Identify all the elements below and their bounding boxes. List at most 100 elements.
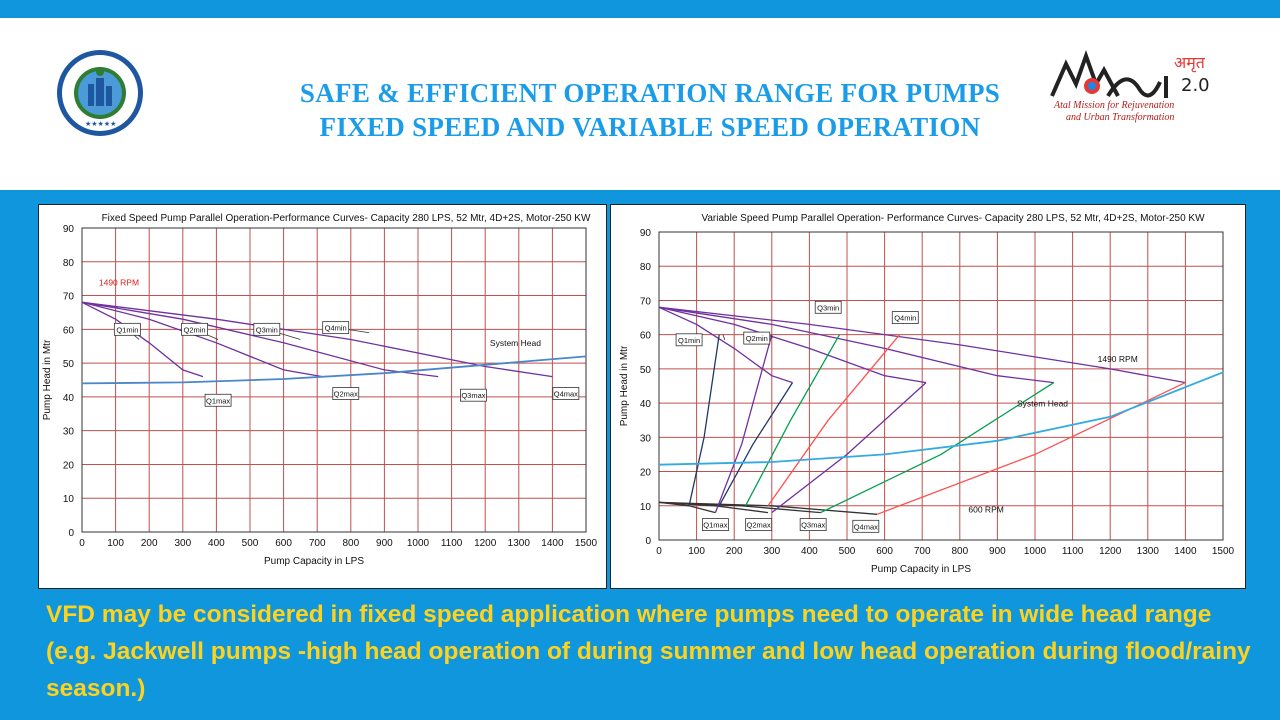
q-label-text: Q2min (746, 334, 768, 343)
plot-area-border (81, 227, 587, 533)
x-tick-label: 200 (141, 538, 158, 549)
x-tick-label: 1500 (575, 538, 598, 549)
q-label-text: Q4max (554, 390, 578, 399)
q-label-box (814, 300, 842, 314)
x-tick-label: 0 (79, 538, 85, 549)
x-tick-label: 100 (107, 538, 124, 549)
series-line (658, 306, 1186, 384)
q-label-text: Q3min (817, 303, 839, 312)
q-label: Q1min (113, 322, 141, 336)
q-label-box (322, 321, 350, 335)
y-tick-label: 10 (63, 494, 75, 505)
q-label: Q1min (675, 333, 703, 347)
q-label: Q1max (702, 518, 729, 532)
y-tick-label: 40 (640, 399, 652, 410)
series-line (767, 334, 901, 507)
q-label-box (702, 518, 729, 532)
title-line-1: SAFE & EFFICIENT OPERATION RANGE FOR PUM… (299, 78, 1001, 108)
x-tick-label: 100 (688, 546, 705, 557)
x-tick-label: 500 (839, 546, 856, 557)
y-axis-label: Pump Head in Mtr (42, 339, 53, 420)
q-label-box (113, 322, 141, 336)
system-head-line (658, 371, 1224, 466)
x-tick-label: 1100 (1062, 546, 1084, 557)
x-tick-label: 300 (763, 546, 780, 557)
y-tick-label: 50 (640, 365, 652, 376)
y-tick-label: 90 (640, 228, 652, 239)
y-tick-label: 30 (63, 427, 75, 438)
q-label-box (204, 393, 232, 407)
series-line (81, 301, 323, 378)
fixed-speed-chart-svg: Fixed Speed Pump Parallel Operation-Perf… (42, 213, 598, 567)
q-label-box (743, 331, 771, 345)
q-label: Q3max (799, 518, 827, 532)
x-tick-label: 600 (876, 546, 893, 557)
x-axis-label: Pump Capacity in LPS (264, 556, 364, 567)
x-tick-label: 700 (914, 546, 931, 557)
x-tick-label: 900 (989, 546, 1006, 557)
x-tick-label: 1300 (1137, 546, 1160, 557)
slide-header: ★★★★★ अमृत 2.0 Atal Mission for Rejuvena… (0, 18, 1280, 190)
y-tick-label: 60 (63, 325, 75, 336)
q-label-box (332, 387, 360, 400)
plot-area-border (658, 231, 1224, 541)
series-line (718, 382, 794, 507)
q-label-text: Q2max (334, 390, 358, 399)
x-tick-label: 900 (376, 538, 393, 549)
y-tick-label: 90 (63, 224, 75, 235)
series-line (658, 306, 793, 384)
chart-annotation: 1490 RPM (1098, 354, 1138, 364)
x-tick-label: 800 (342, 538, 359, 549)
variable-speed-chart: Variable Speed Pump Parallel Operation- … (610, 204, 1246, 589)
series-line (81, 301, 204, 378)
q-label: Q4min (891, 311, 919, 324)
amrut-tagline-1: Atal Mission for Rejuvenation (1053, 100, 1174, 111)
chart-title: Variable Speed Pump Parallel Operation- … (701, 213, 1205, 224)
y-tick-label: 80 (63, 258, 75, 269)
y-axis-label: Pump Head in Mtr (619, 345, 630, 426)
y-tick-label: 40 (63, 393, 75, 404)
system-head-line (81, 355, 587, 385)
q-label-text: Q4max (854, 522, 878, 531)
q-label-box (253, 322, 281, 336)
q-label-text: Q3max (461, 391, 485, 400)
x-tick-label: 1500 (1212, 546, 1235, 557)
x-tick-label: 700 (309, 538, 326, 549)
q-label-text: Q1max (703, 521, 727, 530)
q-label: Q3min (253, 322, 281, 336)
series-line (658, 501, 878, 515)
q-label-box (799, 518, 827, 532)
series-line (820, 382, 1055, 514)
q-label-box (181, 322, 208, 336)
x-axis-label: Pump Capacity in LPS (871, 564, 971, 575)
q-label-text: Q1min (678, 336, 700, 345)
q-label-text: Q2min (184, 325, 206, 334)
x-tick-label: 200 (726, 546, 743, 557)
y-tick-label: 30 (640, 433, 652, 444)
y-tick-label: 50 (63, 359, 75, 370)
y-tick-label: 0 (645, 536, 651, 547)
q-label: Q3min (814, 300, 842, 314)
variable-speed-chart-svg: Variable Speed Pump Parallel Operation- … (619, 213, 1235, 575)
q-label: Q2max (332, 387, 360, 400)
chart-annotation: System Head (490, 338, 541, 348)
y-tick-label: 20 (640, 468, 652, 479)
q-label: Q4max (552, 387, 580, 400)
x-tick-label: 600 (275, 538, 292, 549)
x-tick-label: 1300 (508, 538, 531, 549)
q-label-box (552, 387, 580, 400)
q-label: Q2max (745, 518, 773, 532)
label-leader-line (722, 334, 726, 340)
x-tick-label: 1200 (474, 538, 497, 549)
y-tick-label: 70 (640, 296, 652, 307)
y-tick-label: 10 (640, 502, 652, 513)
series-line (81, 301, 553, 378)
x-tick-label: 1400 (541, 538, 564, 549)
x-tick-label: 400 (801, 546, 818, 557)
q-label-box (745, 518, 773, 532)
series-line (658, 306, 927, 384)
company-logo: ★★★★★ (57, 50, 143, 136)
x-tick-label: 400 (208, 538, 225, 549)
series-line (658, 306, 1054, 384)
x-tick-label: 0 (656, 546, 662, 557)
